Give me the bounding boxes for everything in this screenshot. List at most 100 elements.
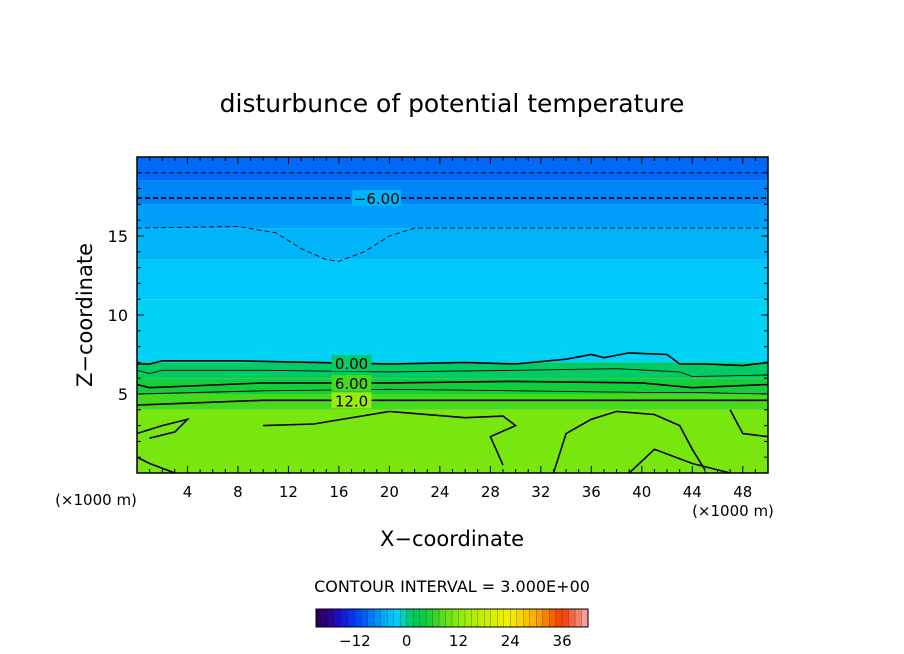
colorbar-cell (348, 608, 356, 628)
colorbar-cell (412, 608, 421, 628)
heatmap-band (137, 180, 768, 205)
x-tick-label: 4 (183, 483, 193, 501)
colorbar-cell (341, 608, 349, 628)
contour-label-bg (352, 190, 402, 207)
colorbar-cell (354, 608, 362, 628)
y-tick-label: 10 (108, 306, 128, 325)
x-tick-label: 44 (683, 483, 702, 501)
contour-lines (136, 172, 769, 474)
colorbar-cell (322, 608, 330, 628)
colorbar-cell (548, 608, 557, 628)
heatmap-band (137, 157, 768, 181)
contour-line (552, 410, 706, 474)
colorbar-tick-label: −12 (339, 632, 371, 650)
contour-line (729, 409, 769, 438)
contour-label: 12.0 (335, 392, 368, 410)
colorbar-cells (315, 608, 589, 628)
colorbar-cell (432, 608, 440, 628)
colorbar-cell (406, 608, 414, 628)
heatmap-band (137, 299, 768, 363)
colorbar-tick-label: 36 (553, 632, 572, 650)
x-tick-label: 40 (632, 483, 651, 501)
contour-label-bg (331, 392, 372, 409)
colorbar-cell (542, 608, 550, 628)
colorbar-cell (464, 608, 472, 628)
contour-line (136, 368, 769, 378)
colorbar-cell (574, 608, 583, 628)
y-tick-labels: 5 10 15 (108, 227, 128, 404)
x-tick-label: 20 (380, 483, 399, 501)
contour-line (137, 352, 769, 367)
colorbar-cell (510, 608, 518, 628)
colorbar-tick-label: 0 (402, 632, 412, 650)
x-tick-label: 28 (481, 483, 500, 501)
colorbar-cell (523, 608, 531, 628)
colorbar-cell (387, 608, 395, 628)
colorbar-cell (315, 608, 324, 628)
contour-line (136, 388, 769, 395)
colorbar-cell (335, 608, 343, 628)
heatmap-band (137, 394, 768, 410)
colorbar-cell (490, 608, 498, 628)
colorbar-cell (328, 608, 336, 628)
colorbar: −12 0 12 24 36 (315, 608, 589, 650)
x-tick-labels: 4 8 12 16 20 24 28 32 36 40 44 48 (183, 483, 753, 501)
chart-title: disturbunce of potential temperature (220, 89, 685, 118)
colorbar-frame (315, 608, 589, 628)
x-axis-label: X−coordinate (380, 527, 524, 551)
colorbar-cell (458, 608, 466, 628)
x-tick-label: 48 (733, 483, 752, 501)
contour-line (628, 448, 731, 474)
contour-label: 6.00 (335, 375, 368, 393)
colorbar-cell (393, 608, 401, 628)
heatmap-band (137, 362, 768, 379)
colorbar-tick-label: 12 (449, 632, 468, 650)
heatmap-band (137, 228, 768, 260)
colorbar-cell (477, 608, 485, 628)
contour-interval-text: CONTOUR INTERVAL = 3.000E+00 (314, 577, 590, 596)
x-tick-label: 24 (430, 483, 449, 501)
contour-line (136, 417, 191, 439)
axis-ticks (137, 157, 768, 473)
contour-line (136, 380, 769, 389)
colorbar-cell (451, 608, 460, 628)
colorbar-cell (438, 608, 447, 628)
contour-label-bg (331, 355, 372, 372)
contour-line (263, 410, 518, 466)
colorbar-cell (471, 608, 479, 628)
colorbar-cell (568, 608, 576, 628)
colorbar-cell (516, 608, 524, 628)
x-tick-label: 12 (279, 483, 298, 501)
y-tick-label: 15 (108, 227, 128, 246)
colorbar-cell (529, 608, 537, 628)
colorbar-cell (400, 608, 408, 628)
colorbar-tick-label: 24 (501, 632, 520, 650)
x-tick-label: 36 (582, 483, 601, 501)
x-tick-label: 16 (329, 483, 348, 501)
contour-label: −6.00 (354, 190, 400, 208)
heatmap-fill (137, 157, 768, 473)
contour-label-bg (331, 374, 372, 391)
colorbar-cell (419, 608, 427, 628)
colorbar-cell (561, 608, 570, 628)
contour-line (136, 226, 768, 262)
heatmap-band (137, 409, 768, 473)
colorbar-cell (367, 608, 375, 628)
contour-label: 0.00 (335, 355, 368, 373)
x-tick-label: 8 (233, 483, 243, 501)
x-unit-left: (×1000 m) (55, 491, 137, 509)
colorbar-cell (581, 608, 589, 628)
colorbar-cell (497, 608, 505, 628)
y-axis-label: Z−coordinate (73, 243, 97, 387)
colorbar-cell (361, 608, 369, 628)
colorbar-cell (425, 608, 434, 628)
contour-line (136, 456, 176, 474)
colorbar-cell (374, 608, 382, 628)
heatmap-band (137, 204, 768, 229)
colorbar-cell (503, 608, 511, 628)
colorbar-cell (380, 608, 388, 628)
x-unit-right: (×1000 m) (692, 502, 774, 520)
